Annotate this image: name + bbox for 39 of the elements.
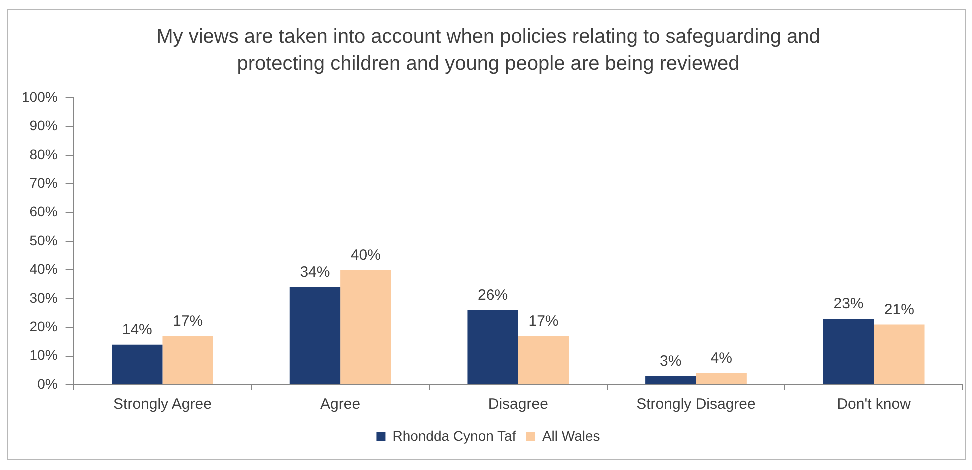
y-tick-label: 100%	[22, 88, 58, 105]
data-label: 17%	[173, 312, 204, 330]
bar	[112, 344, 163, 384]
data-label: 26%	[478, 287, 508, 304]
y-tick-label: 60%	[30, 204, 58, 220]
y-tick-label: 40%	[30, 261, 58, 278]
x-tick-label: Don't know	[837, 396, 912, 414]
x-tick-label: Strongly Disagree	[636, 396, 756, 414]
bar	[340, 270, 392, 384]
bar	[468, 310, 518, 384]
bar	[823, 318, 874, 384]
y-tick-label: 80%	[30, 146, 58, 162]
bar	[874, 324, 925, 384]
data-label: 34%	[300, 264, 330, 282]
data-label: 40%	[350, 246, 381, 264]
data-label: 14%	[122, 321, 152, 338]
y-tick-label: 70%	[30, 174, 58, 191]
data-label: 17%	[528, 312, 559, 330]
legend-label: All Wales	[542, 428, 600, 444]
bar	[290, 287, 341, 384]
y-tick-label: 10%	[30, 347, 58, 364]
chart-title: My views are taken into account when policies relating to safeguarding and protecting children and young people are being reviewed	[156, 26, 820, 76]
y-tick-label: 30%	[30, 290, 58, 306]
bar	[646, 376, 696, 384]
bar	[162, 336, 214, 384]
data-label: 4%	[710, 350, 732, 368]
y-tick-label: 20%	[30, 318, 58, 334]
bar	[696, 374, 747, 384]
x-tick-label: Strongly Agree	[114, 396, 212, 414]
bar	[518, 336, 570, 384]
legend-label: Rhondda Cynon Taf	[392, 428, 516, 444]
y-tick-label: 90%	[30, 118, 58, 134]
data-label: 21%	[884, 301, 914, 318]
data-label: 3%	[660, 353, 682, 370]
y-tick-label: 50%	[30, 232, 58, 248]
x-tick-label: Agree	[320, 396, 361, 414]
y-tick-label: 0%	[38, 376, 58, 392]
data-label: 23%	[834, 296, 864, 313]
x-tick-label: Disagree	[488, 396, 548, 414]
